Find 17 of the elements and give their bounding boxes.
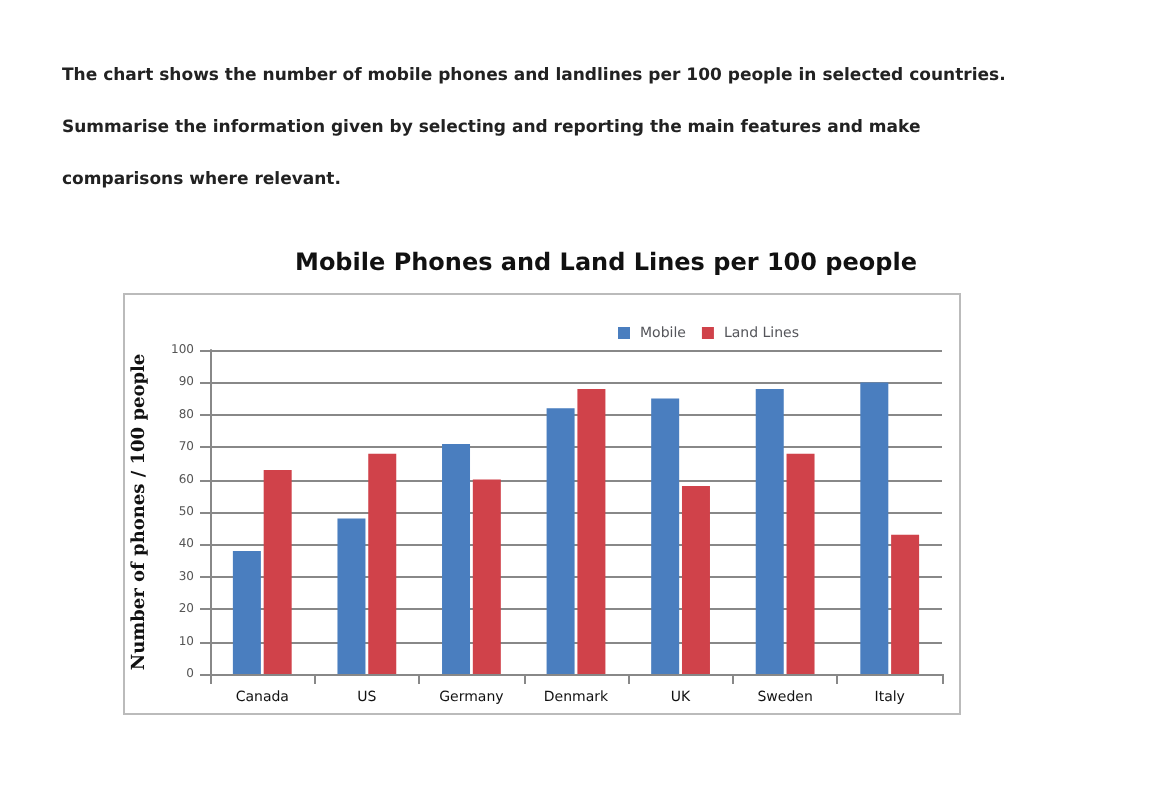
bar [755, 388, 784, 674]
bar [860, 382, 889, 674]
bar [891, 534, 920, 674]
bar [651, 398, 680, 674]
bar [337, 518, 366, 674]
bar [472, 479, 501, 674]
bar [263, 469, 292, 674]
bar [232, 550, 261, 674]
bar [681, 486, 710, 674]
chart-title: Mobile Phones and Land Lines per 100 people [295, 248, 917, 276]
text: The chart shows the number of mobile phones and landlines per 100 people in selected countries. Summarise the information given by selecting and reporting the main features and make comparisons where relevant. [62, 66, 1006, 190]
bar [786, 453, 815, 674]
bar [442, 443, 471, 674]
bar [577, 388, 606, 674]
bar [546, 408, 575, 674]
bar [368, 453, 397, 674]
y-axis-title: Number of phones / 100 people [130, 353, 151, 671]
